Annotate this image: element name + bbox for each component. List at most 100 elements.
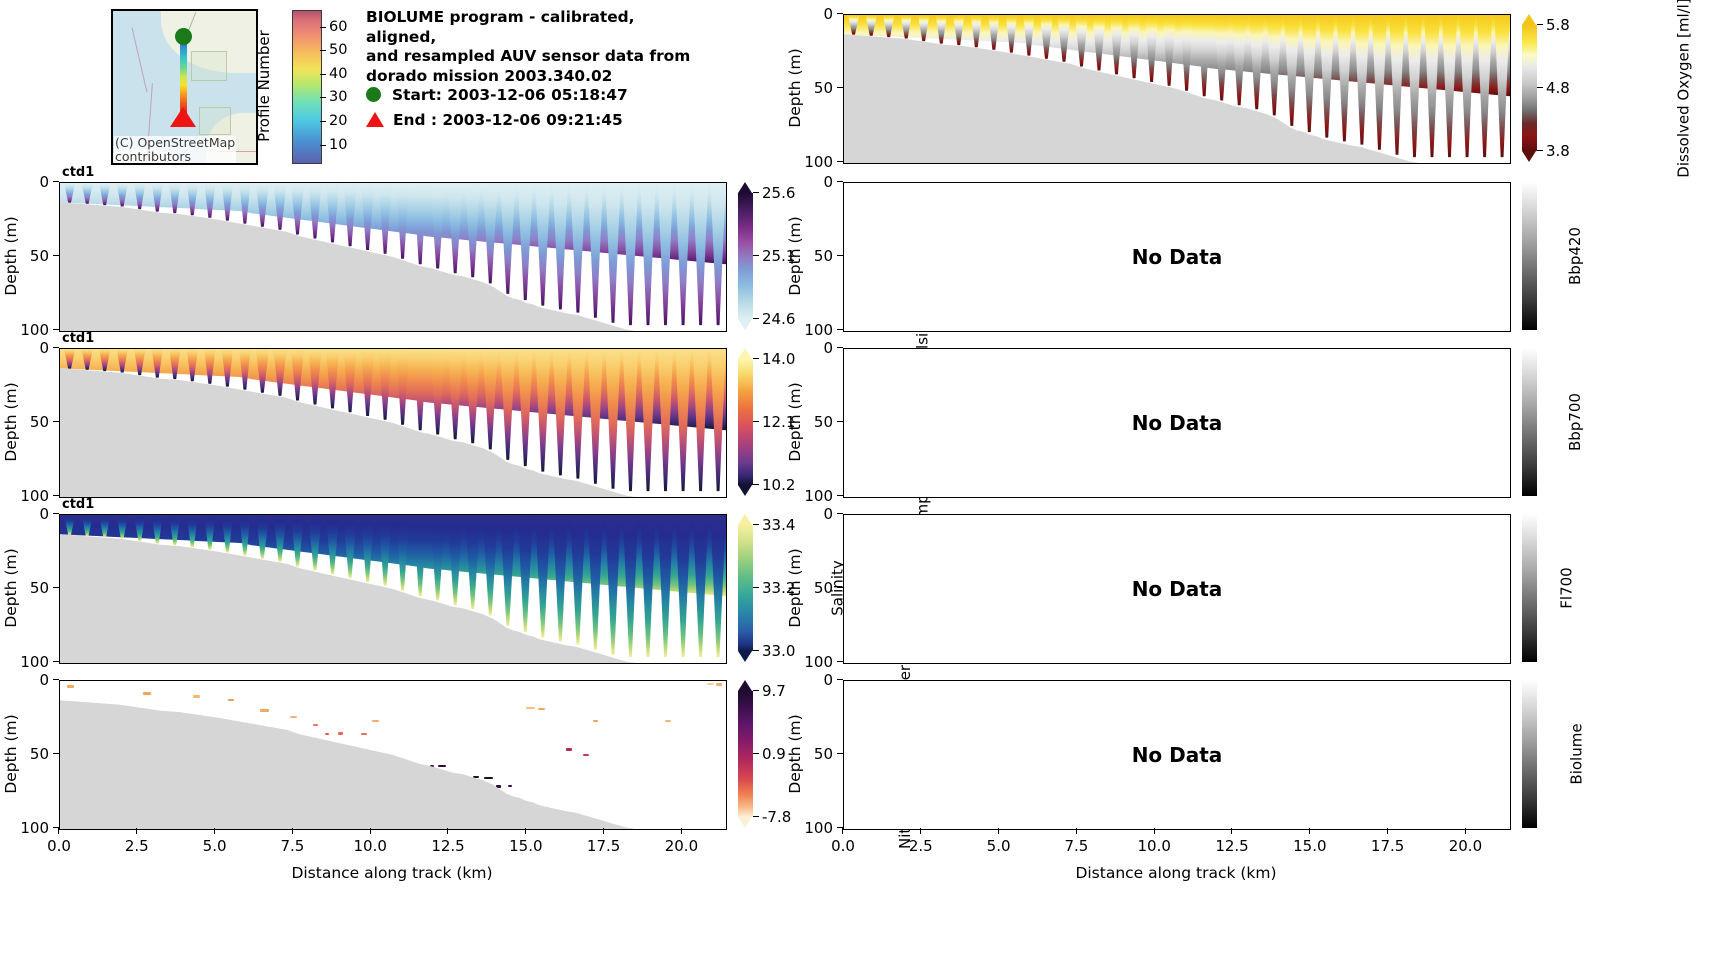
x-axis-tick: [1231, 828, 1233, 834]
nitrate-sample-mark: [313, 723, 319, 727]
map-parcel-lower: [199, 107, 231, 135]
x-axis-tick: [997, 828, 999, 834]
x-axis-ticklabel: 12.5: [431, 837, 465, 855]
map-attribution: (C) OpenStreetMap contributors: [114, 135, 237, 164]
profile-cbar-tick: [320, 50, 326, 52]
panel-sigmat[interactable]: [59, 182, 727, 332]
auv-track-line: [180, 38, 187, 114]
y-axis-tick: [53, 827, 59, 829]
panel-salinity[interactable]: [59, 514, 727, 664]
colorbar-temperature: [738, 359, 753, 485]
colorbar-extend-up-sigmat: [738, 182, 752, 193]
x-axis-ticklabel: 2.5: [908, 837, 933, 855]
profile-cbar-ticklabel: 30: [329, 89, 348, 106]
colorbar-extend-down-sigmat: [738, 319, 752, 330]
y-axis-ticklabel: 100: [804, 321, 833, 339]
x-axis-ticklabel: 10.0: [353, 837, 387, 855]
track-map-inset[interactable]: (C) OpenStreetMap contributors: [111, 9, 258, 165]
y-axis-tick: [837, 513, 843, 515]
legend-start-label: Start: 2003-12-06 05:18:47: [392, 86, 628, 104]
x-axis-ticklabel: 15.0: [509, 837, 543, 855]
profile-cbar-ticklabel: 50: [329, 42, 348, 59]
panel-bbp420[interactable]: No Data: [843, 182, 1511, 332]
colorbar-tick: [1537, 150, 1543, 152]
panel-tag-sigmat: ctd1: [62, 165, 95, 180]
panel-temperature[interactable]: [59, 348, 727, 498]
x-axis-label: Distance along track (km): [291, 864, 493, 882]
y-axis-ticklabel: 0: [39, 173, 49, 191]
x-axis-ticklabel: 12.5: [1215, 837, 1249, 855]
colorbar-bbp700: [1522, 348, 1537, 496]
profile-cbar-tick: [320, 120, 326, 122]
x-axis-tick: [920, 828, 922, 834]
panel-bbp700[interactable]: No Data: [843, 348, 1511, 498]
x-axis-tick: [213, 828, 215, 834]
y-axis-ticklabel: 50: [29, 247, 49, 265]
nitrate-sample-mark: [437, 764, 446, 768]
nitrate-sample-mark: [496, 785, 502, 788]
y-axis-ticklabel: 0: [823, 505, 833, 523]
colorbar-ticklabel: 12.1: [762, 413, 796, 431]
colorbar-fl700: [1522, 514, 1537, 662]
panel-tag-salinity: ctd1: [62, 497, 95, 512]
profile-cbar-tick: [320, 144, 326, 146]
profile-cbar-ticklabel: 60: [329, 18, 348, 35]
x-axis-tick: [1153, 828, 1155, 834]
nitrate-sample-mark: [664, 719, 671, 723]
colorbar-ticklabel: 33.4: [762, 516, 796, 534]
nitrate-sample-mark: [289, 715, 297, 719]
colorbar-tick: [1537, 87, 1543, 89]
colorbar-nitrate: [738, 691, 753, 817]
y-axis-tick: [837, 421, 843, 423]
no-data-message: No Data: [1131, 577, 1223, 601]
y-axis-ticklabel: 100: [804, 653, 833, 671]
colorbar-title-bbp700: Bbp700: [1565, 393, 1584, 451]
map-road: [217, 151, 256, 152]
panel-nitrate[interactable]: [59, 680, 727, 830]
y-axis-label: Depth (m): [2, 216, 20, 296]
y-axis-label: Depth (m): [2, 714, 20, 794]
x-axis-ticklabel: 17.5: [586, 837, 621, 855]
colorbar-ticklabel: -7.8: [762, 808, 792, 826]
y-axis-ticklabel: 50: [813, 79, 833, 97]
no-data-message: No Data: [1131, 411, 1223, 435]
y-axis-tick: [837, 329, 843, 331]
colorbar-sigmat: [738, 193, 753, 319]
colorbar-extend-up-salinity: [738, 514, 752, 525]
y-axis-label: Depth (m): [2, 548, 20, 628]
panel-fl700[interactable]: No Data: [843, 514, 1511, 664]
x-axis-tick: [136, 828, 138, 834]
colorbar-tick: [753, 255, 759, 257]
nitrate-sample-mark: [430, 764, 435, 768]
colorbar-ticklabel: 3.8: [1546, 142, 1570, 160]
profile-cbar-title: Profile Number: [255, 30, 274, 142]
y-axis-tick: [837, 161, 843, 163]
y-axis-tick: [53, 329, 59, 331]
nitrate-sample-mark: [526, 706, 536, 710]
y-axis-tick: [837, 753, 843, 755]
colorbar-ticklabel: 5.8: [1546, 16, 1570, 34]
y-axis-ticklabel: 100: [20, 321, 49, 339]
colorbar-title-bbp420: Bbp420: [1565, 227, 1584, 285]
y-axis-tick: [53, 421, 59, 423]
y-axis-tick: [837, 181, 843, 183]
data-field-salinity: [60, 515, 726, 658]
colorbar-extend-up-temperature: [738, 348, 752, 359]
panel-oxygen[interactable]: [843, 14, 1511, 164]
x-axis-tick: [1386, 828, 1388, 834]
colorbar-extend-down-oxygen: [1522, 151, 1536, 162]
y-axis-tick: [837, 661, 843, 663]
colorbar-tick: [753, 484, 759, 486]
y-axis-tick: [53, 679, 59, 681]
panel-biolume[interactable]: No Data: [843, 680, 1511, 830]
y-axis-tick: [837, 679, 843, 681]
colorbar-ticklabel: 14.0: [762, 350, 796, 368]
track-end-marker: [170, 107, 196, 127]
colorbar-ticklabel: 25.1: [762, 247, 796, 265]
x-axis-tick: [58, 828, 60, 834]
colorbar-ticklabel: 33.0: [762, 642, 796, 660]
legend-end-label: End : 2003-12-06 09:21:45: [393, 111, 623, 129]
x-axis-tick: [447, 828, 449, 834]
y-axis-tick: [53, 587, 59, 589]
track-start-marker: [175, 28, 192, 45]
